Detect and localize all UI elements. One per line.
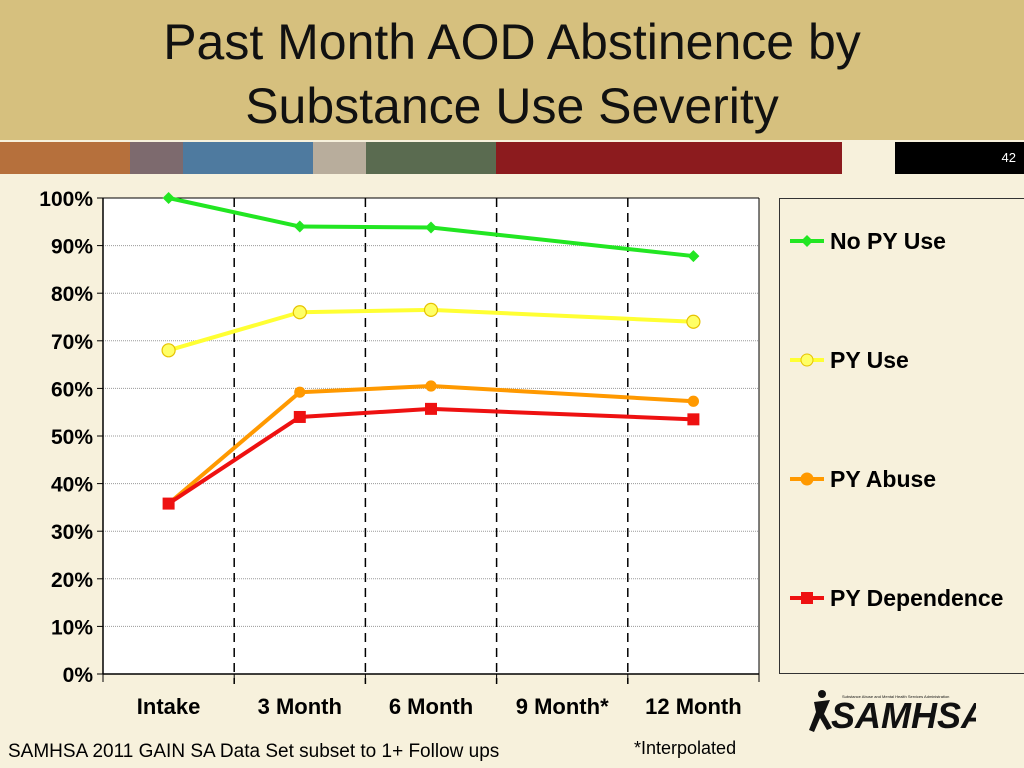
- y-tick-label: 30%: [51, 521, 93, 544]
- samhsa-figure-icon: [809, 690, 832, 732]
- legend-item: PY Use: [790, 344, 1005, 376]
- samhsa-logo: SAMHSA Substance Abuse and Mental Health…: [809, 690, 976, 736]
- y-tick-label: 80%: [51, 283, 93, 306]
- data-point: [687, 413, 700, 426]
- stripe-segment: [496, 142, 842, 174]
- legend-item: PY Abuse: [790, 463, 1005, 495]
- data-point: [162, 497, 175, 510]
- legend-swatch: [790, 592, 824, 604]
- legend-item: No PY Use: [790, 225, 1005, 257]
- stripe-segment: [313, 142, 366, 174]
- series-line: [167, 406, 694, 506]
- line-chart: 0% 10% 20% 30% 40% 50% 60% 70% 80% 90% 100% Intake 3…: [39, 188, 760, 719]
- y-tick-label: 10%: [51, 616, 93, 639]
- stripe-segment: [183, 142, 313, 174]
- legend-item: PY Dependence: [790, 582, 1005, 614]
- series-line: [168, 196, 694, 259]
- data-point: [425, 380, 437, 392]
- legend-label: PY Use: [830, 347, 909, 373]
- footer-source: SAMHSA 2011 GAIN SA Data Set subset to 1…: [8, 741, 500, 762]
- data-point: [294, 386, 306, 398]
- data-point: [687, 250, 700, 263]
- x-tick-label: 3 Month: [258, 694, 342, 719]
- title-line-2: Substance Use Severity: [245, 78, 779, 134]
- chart-legend: No PY Use PY Use PY Abuse PY Dependence: [779, 198, 1024, 674]
- logo-wordmark: SAMHSA: [831, 695, 976, 736]
- stripe-segment: [0, 142, 130, 174]
- stripe-segment: [842, 142, 895, 174]
- y-tick-label: 90%: [51, 236, 93, 259]
- x-tick-label: 6 Month: [389, 694, 473, 719]
- data-point: [162, 192, 175, 204]
- data-point: [423, 302, 439, 317]
- page-number-box: 42: [895, 142, 1024, 174]
- page-number: 42: [1001, 150, 1016, 165]
- data-point: [425, 402, 437, 415]
- y-tick-label: 70%: [51, 331, 93, 354]
- data-point: [687, 395, 700, 407]
- y-tick-label: 60%: [51, 378, 93, 401]
- y-tick-label: 100%: [39, 188, 93, 211]
- legend-label: No PY Use: [830, 228, 946, 254]
- legend-label: PY Dependence: [830, 585, 1004, 611]
- y-tick-label: 0%: [63, 664, 94, 687]
- legend-swatch: [790, 353, 824, 367]
- legend-swatch: [790, 235, 824, 247]
- y-tick-label: 40%: [51, 474, 93, 497]
- series-line: [167, 384, 694, 506]
- legend-label: PY Abuse: [830, 466, 937, 492]
- series-line: [168, 307, 694, 353]
- slide-title: Past Month AOD Abstinence by Substance U…: [0, 10, 1024, 138]
- stripe-segment: [366, 142, 496, 174]
- title-line-1: Past Month AOD Abstinence by: [163, 14, 861, 70]
- data-point: [161, 343, 176, 358]
- stripe-segment: [130, 142, 183, 174]
- data-point: [292, 305, 307, 320]
- legend-swatch: [790, 472, 824, 486]
- interpolated-note: *Interpolated: [634, 738, 737, 758]
- y-tick-label: 50%: [51, 426, 93, 449]
- x-tick-label: 12 Month: [645, 694, 742, 719]
- data-point: [293, 220, 306, 233]
- x-tick-label: Intake: [137, 694, 201, 719]
- data-point: [425, 221, 437, 234]
- title-band: [0, 0, 1024, 140]
- x-tick-label: 9 Month*: [516, 694, 609, 719]
- data-point: [686, 314, 701, 329]
- logo-small-text: Substance Abuse and Mental Health Servic…: [842, 694, 949, 699]
- y-tick-label: 20%: [51, 569, 93, 592]
- data-point: [293, 410, 306, 423]
